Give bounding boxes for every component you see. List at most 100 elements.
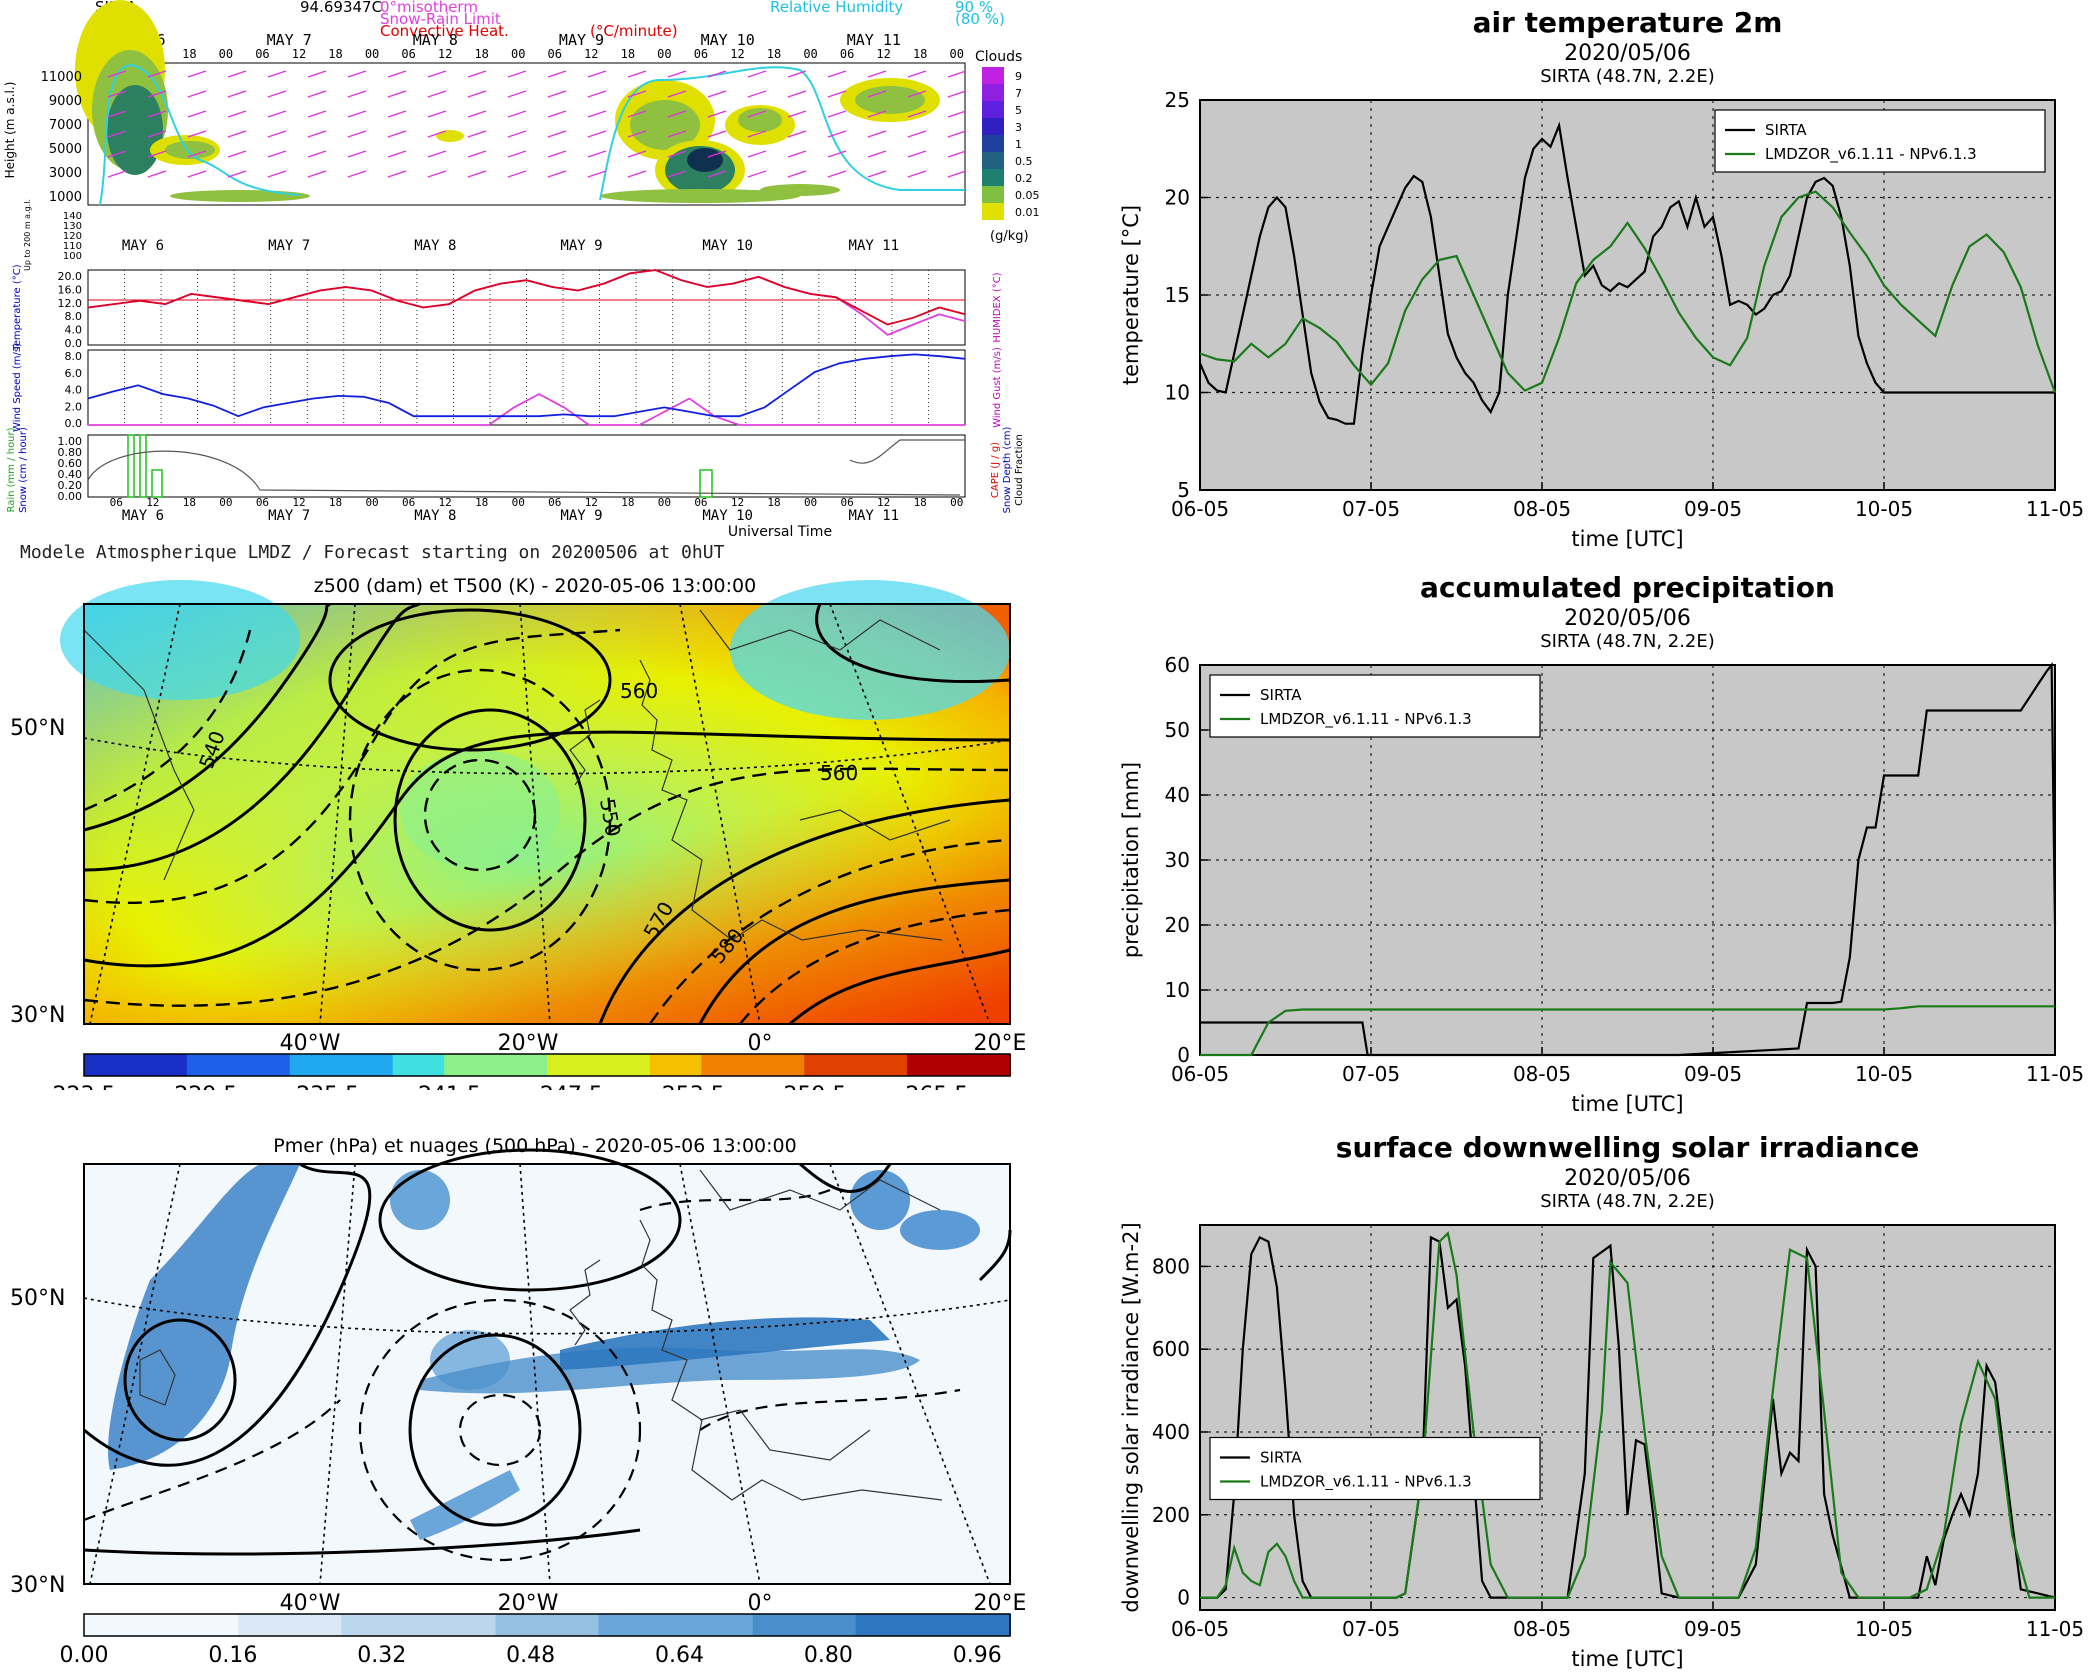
panel-tick: 0.0 <box>65 337 83 350</box>
panel-tick: 4.0 <box>65 384 83 397</box>
wind-arrow <box>627 130 647 138</box>
wind-arrow <box>347 130 367 138</box>
wind-arrow <box>707 70 727 78</box>
chart-accumulated-precipitation: accumulated precipitation2020/05/06SIRTA… <box>1119 571 2084 1116</box>
map2-colorbar: 0.00 0.16 0.32 0.48 0.64 0.80 0.96 <box>60 1613 1011 1668</box>
map1-coastlines <box>83 609 951 941</box>
wind-arrow <box>787 150 807 158</box>
wind-arrow <box>387 150 407 158</box>
clouds-colorbar-segment <box>982 118 1004 135</box>
low-level-tick: 140 <box>63 211 82 222</box>
hour-label: 18 <box>474 47 488 61</box>
meteogram: SIRTA 94.69347C 0°misotherm Snow-Rain Li… <box>3 0 1040 563</box>
clouds-colorbar-label: 9 <box>1015 70 1022 83</box>
hour-label: 00 <box>950 496 963 509</box>
wind-arrow <box>947 90 967 98</box>
low-level-tick: 110 <box>63 241 82 252</box>
colorbar-segment <box>289 1054 343 1076</box>
wind-arrow <box>667 130 687 138</box>
x-tick-label: 07-05 <box>1342 497 1400 521</box>
hour-label: 06 <box>255 47 269 61</box>
hour-label: 06 <box>840 496 853 509</box>
day-label: MAY 9 <box>560 508 602 524</box>
colorbar-segment <box>341 1054 394 1076</box>
wind-arrow <box>307 150 327 158</box>
wind-arrow <box>507 130 527 138</box>
map2-contours <box>83 1148 1012 1556</box>
colorbar-tick-label: 241.5 <box>418 1083 481 1090</box>
colorbar-frame <box>83 1053 1011 1077</box>
wind-arrow <box>307 170 327 178</box>
svg-text:20°E: 20°E <box>974 1591 1027 1616</box>
precip-tick: 0.20 <box>58 479 83 492</box>
meteogram-series <box>87 353 966 418</box>
y-tick-label: 600 <box>1152 1337 1190 1361</box>
cloud-fraction-line <box>849 439 965 464</box>
hour-label: 06 <box>694 496 707 509</box>
day-label: MAY 10 <box>702 508 753 524</box>
wind-arrow <box>107 170 127 178</box>
wind-arrow <box>347 90 367 98</box>
colorbar-segment <box>392 1054 446 1076</box>
colorbar-segment <box>907 1614 960 1636</box>
meteogram-subpanel <box>87 349 966 426</box>
colorbar-segment <box>958 1614 1011 1636</box>
colorbar-segment <box>444 1054 497 1076</box>
wind-arrow <box>907 70 927 78</box>
cloud-blob <box>600 189 800 203</box>
hour-label: 12 <box>292 47 306 61</box>
colorbar-tick-label: 0.80 <box>804 1643 853 1668</box>
meteogram-subpanel <box>87 269 966 346</box>
x-tick-label: 07-05 <box>1342 1062 1400 1086</box>
series-line-lmdzor <box>1200 1005 2055 1057</box>
wind-arrow <box>667 110 687 118</box>
svg-text:50°N: 50°N <box>10 1286 65 1311</box>
wind-arrow <box>707 170 727 178</box>
wind-arrow <box>147 170 167 178</box>
wind-arrow <box>107 150 127 158</box>
map1-graticule <box>83 603 1011 1025</box>
low-level-label: Up to 200 m a.g.l. <box>23 199 32 271</box>
panel-tick: 16.0 <box>58 283 83 296</box>
panel-left-label: Temperature (°C) <box>12 264 23 351</box>
wind-arrow <box>787 110 807 118</box>
wind-arrow <box>427 130 447 138</box>
panel-left-label: Wind Speed (m/s) <box>12 343 23 432</box>
clouds-colorbar-label: 0.2 <box>1015 172 1033 185</box>
colorbar-segment <box>649 1054 703 1076</box>
y-tick-label: 0 <box>1177 1043 1190 1067</box>
precip-tick: 0.00 <box>58 490 83 503</box>
isotherm-legend: 0°misotherm <box>380 0 478 16</box>
series-line-sirta <box>1200 661 2057 1057</box>
hour-label: 18 <box>767 47 781 61</box>
hour-label: 12 <box>730 47 744 61</box>
panel-tick: 4.0 <box>65 324 83 337</box>
hour-label: 12 <box>585 496 598 509</box>
x-axis-label: time [UTC] <box>1571 527 1683 551</box>
clouds-colorbar-label: 1 <box>1015 138 1022 151</box>
rain-label: Rain (mm / hour) <box>6 427 17 512</box>
day-label: MAY 8 <box>414 508 456 524</box>
clouds-colorbar-segment <box>982 67 1004 84</box>
hour-label: 18 <box>767 496 780 509</box>
hour-label: 18 <box>328 47 342 61</box>
rain-bar <box>127 434 135 498</box>
map2-lat-labels: 50°N 30°N <box>10 1286 65 1598</box>
hour-label: 06 <box>694 47 708 61</box>
hour-label: 18 <box>914 496 927 509</box>
colorbar-segment <box>598 1054 651 1076</box>
rh80-legend: (80 %) <box>955 10 1005 28</box>
wind-arrow <box>547 170 567 178</box>
colorbar-frame <box>83 1613 1011 1637</box>
cloud-fraction-label: Cloud Fraction <box>1014 434 1025 506</box>
colorbar-segment <box>84 1054 137 1076</box>
colorbar-tick-label: 247.5 <box>540 1083 603 1090</box>
svg-text:20°E: 20°E <box>974 1031 1027 1056</box>
chart-title: surface downwelling solar irradiance <box>1336 1131 1919 1164</box>
wind-arrow <box>947 150 967 158</box>
wind-arrow <box>547 150 567 158</box>
y-axis-label: temperature [°C] <box>1119 205 1143 385</box>
meteogram-footer: Modele Atmospherique LMDZ / Forecast sta… <box>20 542 725 563</box>
hour-label: 18 <box>621 496 634 509</box>
colorbar-segment <box>238 1054 291 1076</box>
